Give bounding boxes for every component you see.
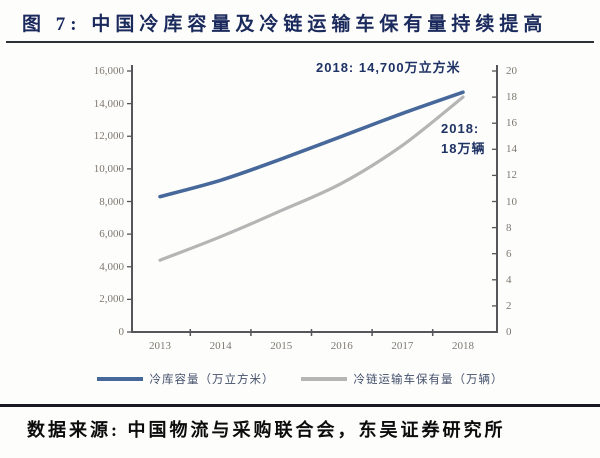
right-axis-tick-label: 18 [506,91,517,104]
left-axis-tick-label: 4,000 [99,260,124,273]
left-axis-tick-label: 10,000 [93,162,124,175]
right-axis-tick-label: 16 [506,117,517,130]
legend-label: 冷链运输车保有量（万辆） [353,374,504,386]
dual-axis-line-chart: 0 2,000 4,000 6,000 8,000 10,000 12,000 14,000 1… [0,44,600,404]
right-axis-tick-label: 8 [506,221,512,234]
annotation-vehicles-line1: 2018: [441,121,480,136]
legend-item-capacity: 冷库容量（万立方米） [96,371,275,387]
left-axis-tick-label: 12,000 [93,130,124,143]
x-axis-tick-label: 2014 [209,340,232,352]
x-axis-tick-label: 2013 [149,340,171,352]
legend-item-vehicles: 冷链运输车保有量（万辆） [300,371,504,387]
annotation-vehicles-2018: 2018: 18万辆 [441,119,485,159]
x-axis-tick-label: 2015 [270,340,293,352]
figure-title: 图 7: 中国冷库容量及冷链运输车保有量持续提高 [22,14,548,35]
left-axis-tick-label: 6,000 [99,228,124,241]
capacity-series-line [158,90,465,199]
left-axis-tick-label: 14,000 [93,97,124,110]
title-divider [6,41,594,43]
x-axis-tick-label: 2016 [330,340,353,352]
x-axis-tick-label: 2017 [391,340,414,352]
right-axis-tick-label: 20 [506,65,517,77]
footer-divider [0,404,600,407]
left-axis-tick-label: 8,000 [99,195,124,208]
annotation-capacity-2018: 2018: 14,700万立方米 [316,60,461,75]
right-axis-tick-label: 6 [506,247,512,260]
vehicles-series-line [158,95,465,262]
legend-line-swatch [96,377,143,381]
right-axis-tick-label: 14 [506,143,517,156]
x-axis-tick-label: 2018 [452,340,474,352]
right-axis-tick-label: 0 [506,326,512,338]
annotation-vehicles-line2: 18万辆 [441,141,486,156]
left-axis-tick-label: 0 [118,326,125,338]
chart-plot-svg [127,65,498,336]
data-source: 数据来源: 中国物流与采购联合会，东吴证券研究所 [27,420,506,440]
legend-line-swatch [300,377,347,381]
chart-legend: 冷库容量（万立方米） 冷链运输车保有量（万辆） [0,371,600,387]
left-axis-tick-label: 16,000 [93,65,124,77]
right-axis-tick-label: 12 [506,169,517,182]
right-axis-tick-label: 10 [506,195,517,208]
legend-label: 冷库容量（万立方米） [149,374,275,386]
left-axis-tick-label: 2,000 [99,293,124,306]
right-axis-tick-label: 4 [506,273,512,286]
right-axis-tick-label: 2 [506,299,512,312]
